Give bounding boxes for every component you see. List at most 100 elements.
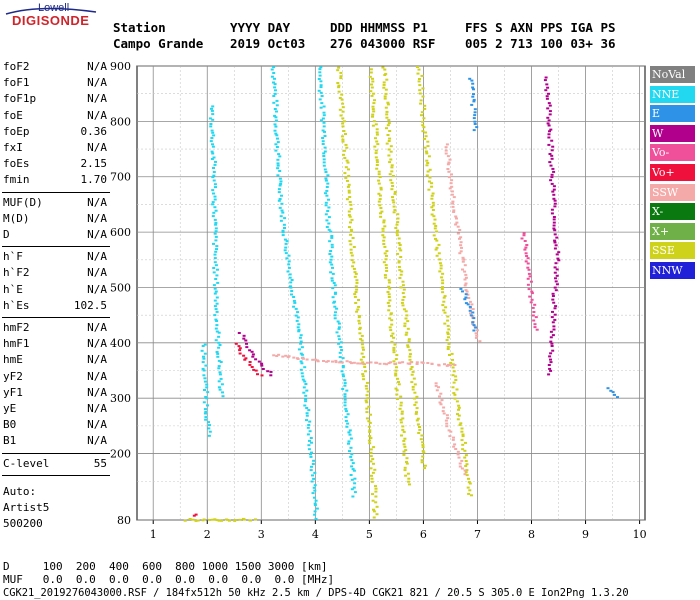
data-point [449, 430, 453, 433]
data-point [394, 374, 398, 377]
data-point [474, 326, 478, 329]
data-point [324, 171, 328, 173]
data-point [278, 155, 282, 158]
data-point [526, 262, 530, 265]
data-point [555, 274, 559, 277]
data-point [438, 262, 442, 265]
param-row: foEp 0.36 [3, 125, 107, 141]
data-point [455, 217, 458, 220]
header-date-value: 2019 Oct03 [230, 36, 306, 51]
data-point [404, 474, 408, 477]
data-point [533, 326, 537, 329]
data-point [550, 345, 554, 347]
data-point [278, 177, 282, 180]
data-point [382, 219, 386, 222]
data-point [478, 340, 482, 343]
data-point [528, 295, 532, 298]
data-point [369, 455, 373, 458]
data-point [387, 362, 391, 365]
data-point [250, 366, 254, 368]
data-point [386, 301, 390, 304]
data-point [403, 437, 407, 440]
data-point [330, 246, 334, 249]
data-point [340, 93, 344, 96]
data-point [363, 370, 367, 373]
data-point [550, 342, 554, 345]
data-point [443, 295, 447, 298]
data-point [365, 394, 369, 397]
data-point [550, 316, 554, 319]
data-point [526, 277, 530, 280]
data-point [325, 219, 329, 222]
data-point [347, 431, 351, 434]
data-point [442, 412, 446, 415]
data-point [374, 137, 377, 140]
data-point [553, 205, 557, 208]
data-point [525, 255, 529, 257]
data-point [467, 477, 470, 480]
data-point [365, 417, 369, 420]
data-point [401, 417, 405, 420]
x-tick-label: 6 [420, 528, 427, 541]
data-point [203, 389, 206, 391]
data-point [554, 289, 558, 292]
param-row: MUF(D) N/A [3, 196, 107, 212]
data-point [421, 455, 425, 458]
data-point [467, 297, 471, 299]
data-point [341, 388, 345, 390]
data-point [382, 81, 386, 84]
data-point [278, 198, 282, 200]
data-point [399, 421, 403, 424]
param-row: C-level 55 [3, 457, 107, 473]
data-point [357, 305, 361, 308]
data-point [248, 519, 252, 522]
data-point [371, 108, 375, 111]
data-point [313, 502, 317, 505]
data-point [382, 261, 386, 264]
y-tick-label: 80 [117, 514, 131, 527]
param-label: M(D) [3, 211, 30, 225]
data-point [284, 246, 288, 249]
data-point [524, 260, 528, 263]
data-point [452, 370, 456, 373]
data-point [311, 474, 314, 477]
data-point [473, 108, 477, 111]
data-point [384, 88, 388, 91]
data-point [426, 162, 430, 164]
data-point [252, 368, 256, 371]
data-point [527, 272, 531, 275]
data-point [301, 375, 305, 378]
data-point [213, 261, 217, 264]
data-point [353, 295, 357, 298]
data-point [279, 180, 283, 183]
data-point [546, 107, 550, 110]
data-point [454, 375, 458, 378]
data-point [404, 449, 408, 452]
data-point [408, 349, 412, 352]
data-point [350, 478, 354, 481]
data-point [287, 266, 291, 269]
data-point [277, 353, 281, 356]
data-point [374, 485, 377, 488]
data-point [460, 439, 464, 442]
data-point [423, 467, 426, 470]
data-point [375, 361, 379, 364]
data-point [306, 433, 310, 436]
data-point [212, 242, 215, 245]
data-point [358, 332, 362, 335]
data-point [365, 387, 369, 390]
data-point [353, 271, 357, 274]
data-point [383, 225, 387, 228]
data-point [367, 439, 371, 442]
data-point [456, 453, 460, 456]
data-point [211, 203, 215, 206]
data-point [334, 311, 337, 314]
data-point [325, 189, 329, 192]
data-point [613, 393, 616, 396]
data-point [294, 314, 298, 317]
data-point [390, 164, 394, 167]
data-point [217, 386, 221, 389]
data-point [353, 293, 357, 296]
data-point [245, 346, 249, 349]
data-point [350, 254, 354, 257]
